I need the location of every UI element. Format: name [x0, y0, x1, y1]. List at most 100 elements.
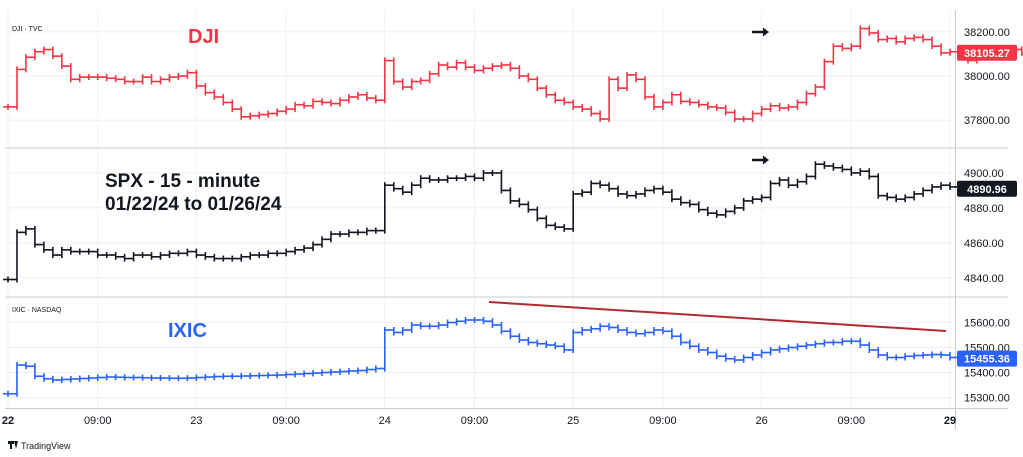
ohlc-bar: [765, 102, 776, 113]
ohlc-bar: [550, 342, 561, 350]
ohlc-bar: [711, 103, 722, 111]
ohlc-bar: [622, 190, 632, 199]
x-tick-label: 09:00: [838, 415, 866, 427]
ohlc-bar: [415, 77, 426, 85]
ohlc-bar: [828, 162, 839, 171]
ohlc-bar: [272, 250, 283, 257]
ohlc-bar: [918, 187, 929, 197]
ohlc-bar: [56, 246, 67, 259]
ohlc-bar: [640, 76, 650, 100]
ohlc-bar: [864, 25, 875, 36]
ohlc-bar: [146, 374, 157, 381]
ohlc-bar: [110, 252, 121, 260]
ohlc-bar: [864, 168, 875, 180]
ohlc-bar: [604, 323, 615, 331]
ohlc-bar: [613, 76, 623, 92]
ohlc-bar: [649, 185, 659, 194]
ohlc-bar: [837, 338, 848, 346]
ohlc-bar: [882, 192, 893, 201]
dji-series: [3, 25, 1023, 123]
ohlc-bar: [882, 35, 893, 43]
x-tick-label: 26: [755, 415, 767, 427]
ohlc-bar: [460, 173, 471, 182]
ohlc-bar: [675, 91, 686, 105]
ohlc-bar: [783, 103, 794, 111]
ohlc-bar: [182, 248, 193, 257]
x-tick-label: 23: [190, 415, 202, 427]
ohlc-bar: [182, 375, 193, 382]
ohlc-bar: [3, 390, 13, 397]
ohlc-bar: [738, 116, 749, 123]
ohlc-bar: [900, 194, 911, 203]
ohlc-bar: [792, 343, 803, 351]
ohlc-bar: [245, 252, 256, 260]
ohlc-bar: [128, 252, 139, 262]
ohlc-bar: [496, 322, 507, 335]
last-value-badge: 4890.96: [957, 180, 1017, 197]
ohlc-bar: [406, 78, 417, 91]
ohlc-bar: [74, 248, 85, 255]
ohlc-bar: [478, 317, 489, 325]
ohlc-bar: [272, 108, 283, 117]
x-tick-label: 25: [567, 415, 579, 427]
ohlc-bar: [155, 375, 166, 381]
ohlc-bar: [370, 95, 381, 104]
ohlc-bar: [891, 35, 902, 45]
ohlc-bar: [12, 229, 22, 283]
ohlc-bar: [640, 187, 650, 197]
y-tick-label: 4900.00: [964, 168, 1004, 180]
ohlc-bar: [631, 329, 641, 337]
ohlc-bar: [155, 252, 166, 260]
ohlc-bar: [326, 369, 336, 376]
ohlc-bar: [227, 373, 238, 380]
ohlc-bar: [855, 25, 866, 50]
y-axis[interactable]: 38200.00 38000.00 37800.00 4900.00 4880.00 48…: [964, 27, 1010, 405]
ohlc-bar: [38, 46, 49, 55]
ohlc-bar: [855, 168, 866, 176]
dji-symbol-label: DJI: [188, 26, 219, 48]
ohlc-bar: [65, 376, 76, 383]
x-tick-label: 09:00: [461, 415, 489, 427]
ohlc-bar: [756, 106, 767, 117]
ohlc-bar: [397, 78, 408, 91]
ohlc-bar: [532, 206, 543, 222]
ohlc-bar: [945, 48, 955, 56]
ohlc-bar: [622, 327, 632, 336]
ohlc-bar: [173, 375, 184, 382]
ohlc-bar: [164, 250, 175, 259]
ohlc-bar: [478, 169, 489, 182]
ohlc-bar: [191, 248, 202, 259]
ohlc-bar: [56, 53, 67, 70]
ohlc-bar: [128, 78, 139, 85]
ohlc-bar: [200, 374, 211, 381]
ohlc-bar: [882, 352, 893, 361]
tradingview-logo[interactable]: TradingView: [8, 441, 71, 451]
ohlc-bar: [101, 74, 112, 82]
ohlc-bar: [200, 252, 211, 260]
ohlc-bar: [927, 36, 937, 50]
ohlc-bar: [657, 185, 668, 196]
ixic-trend-line[interactable]: [488, 301, 947, 332]
ohlc-bar: [343, 93, 354, 104]
last-value-label: 4890.96: [967, 184, 1007, 196]
ohlc-bar: [622, 71, 632, 92]
ohlc-bar: [819, 58, 830, 91]
ohlc-bar: [649, 93, 659, 110]
ixic-symbol-label: IXIC: [168, 320, 207, 342]
ohlc-bar: [613, 324, 623, 333]
ohlc-bar: [747, 352, 758, 361]
ohlc-bar: [541, 215, 552, 229]
ohlc-bar: [523, 201, 534, 213]
ohlc-bar: [640, 329, 650, 337]
ohlc-bar: [918, 34, 929, 43]
y-tick-label: 4880.00: [964, 203, 1004, 215]
ohlc-bar: [38, 373, 49, 382]
spx-title-line1: SPX - 15 - minute: [105, 171, 260, 192]
ohlc-bar: [828, 43, 839, 65]
ohlc-bar: [415, 322, 426, 330]
ohlc-bar: [415, 175, 426, 189]
ohlc-bar: [487, 169, 498, 176]
ohlc-bar: [236, 253, 247, 262]
x-axis[interactable]: 22 09:00 23 09:00 24 09:00 25 09:00 26 09:00 29: [2, 415, 956, 427]
